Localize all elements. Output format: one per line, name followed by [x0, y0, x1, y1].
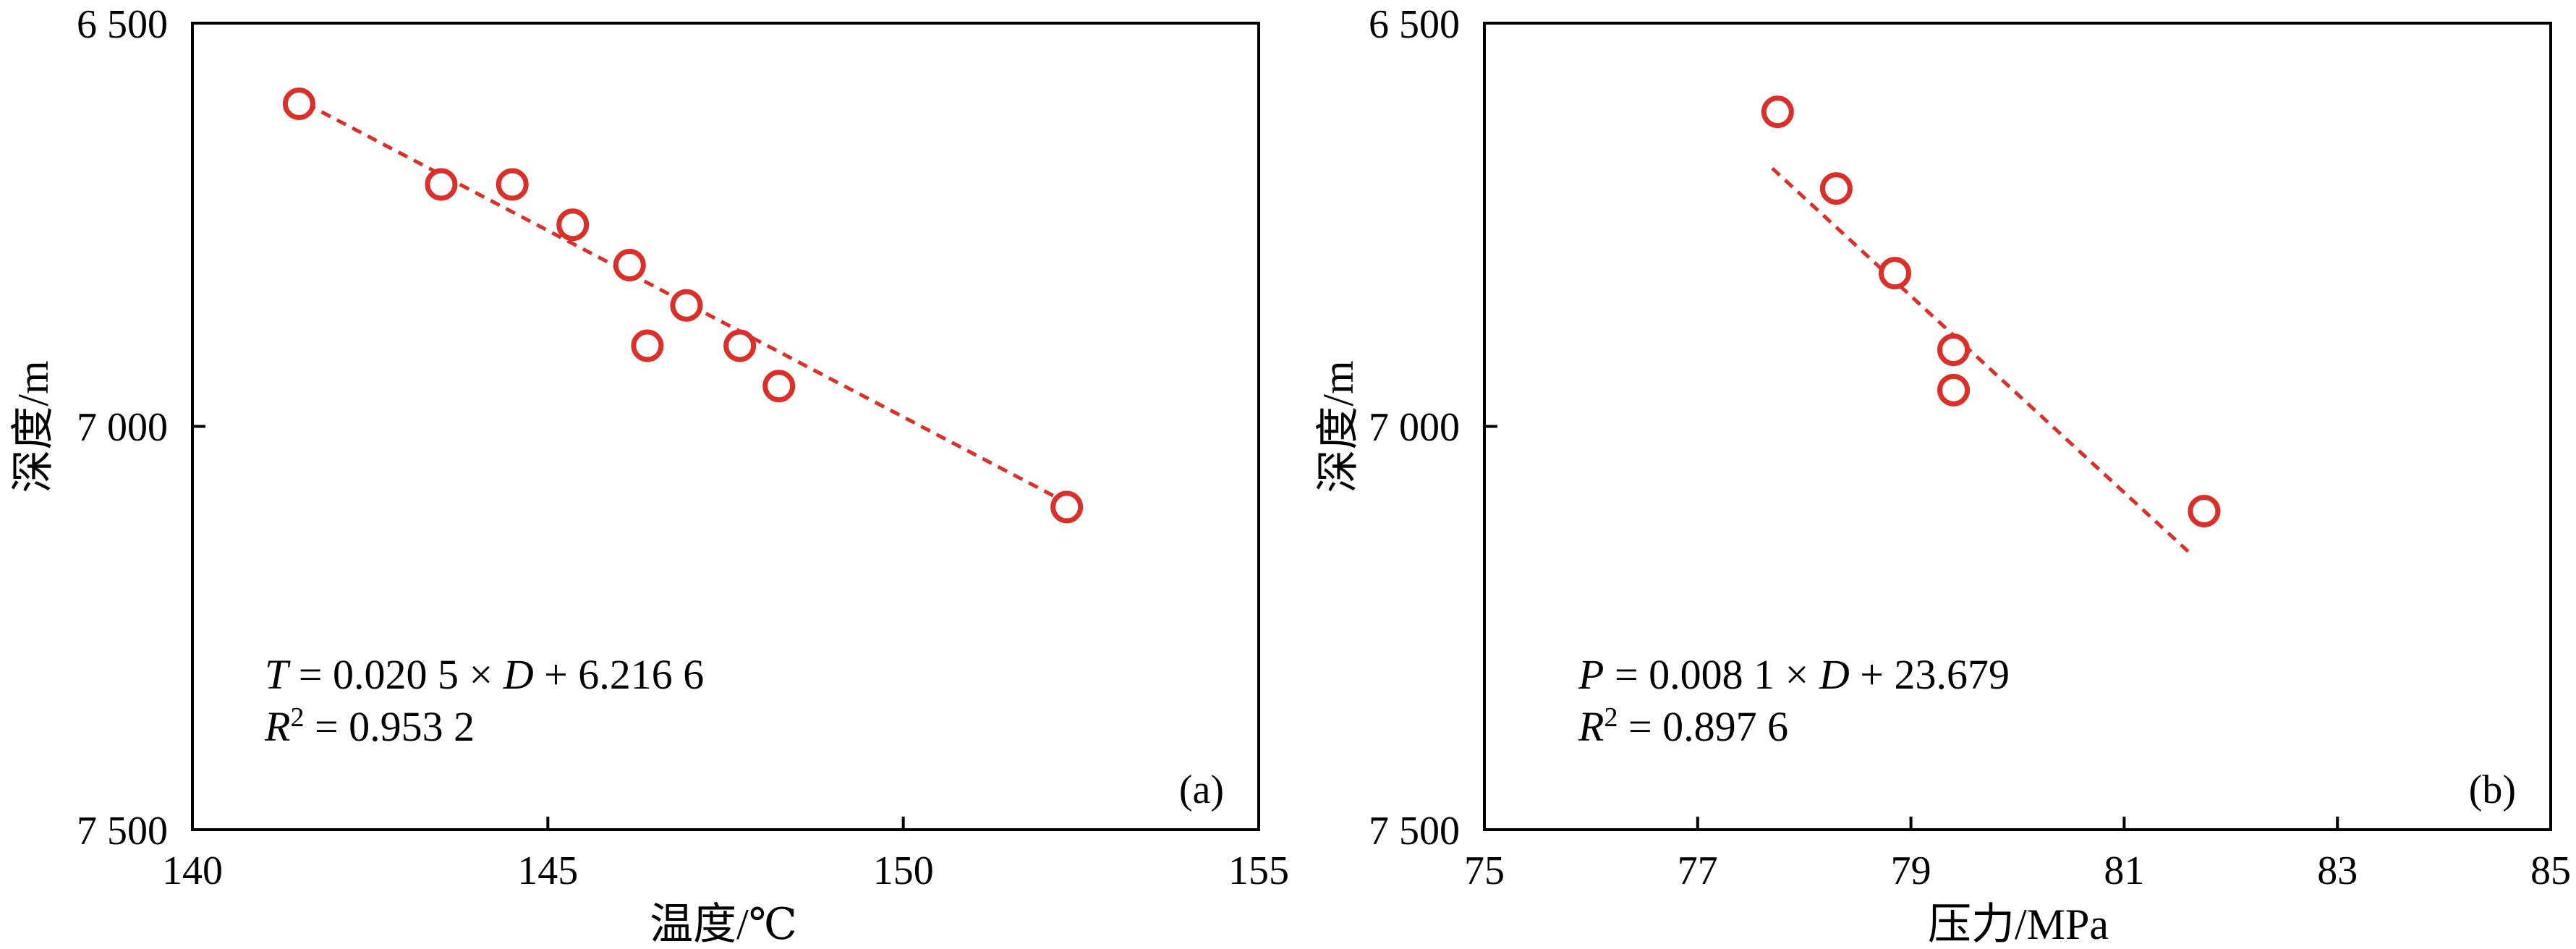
chart-a-equation-x-var: D: [503, 651, 534, 698]
chart-a-marks: [282, 88, 1084, 524]
chart-b-data-point: [2188, 495, 2221, 528]
chart-b-r-squared: R2 = 0.897 6: [1578, 702, 1788, 750]
chart-b-x-tick-label: 83: [2317, 848, 2358, 893]
chart-a-equation-rhs-a: = 0.020 5 ×: [288, 651, 503, 698]
chart-a-data-point: [1050, 490, 1084, 524]
chart-b-x-tick-label: 77: [1678, 848, 1718, 893]
chart-a-y-ticks: [192, 22, 205, 831]
chart-a-x-tick-label: 145: [517, 848, 578, 893]
chart-a-y-tick-label: 6 500: [77, 2, 168, 47]
chart-b-r2-var: R: [1578, 703, 1604, 750]
chart-b-r2-sup: 2: [1604, 702, 1618, 733]
chart-a-y-tick-label: 7 000: [77, 405, 168, 450]
chart-b-y-ticks: [1484, 22, 1497, 831]
chart-b-fit-line: [1771, 166, 2190, 553]
chart-a-data-point: [631, 329, 664, 362]
chart-a-r2-rhs: = 0.953 2: [304, 703, 475, 750]
chart-a-x-tick-label: 155: [1228, 848, 1289, 893]
chart-a-y-axis-title: 深度/m: [9, 360, 57, 493]
chart-b-marks: [1761, 95, 2221, 553]
chart-a-r-squared: R2 = 0.953 2: [264, 702, 475, 750]
chart-b-x-tick-label: 79: [1891, 848, 1931, 893]
chart-a-data-point: [556, 208, 590, 242]
chart-panel-b: 75 77 79 81 83 85 6 500 7 000 7 500 压力/M…: [1314, 2, 2571, 948]
chart-a-data-point: [425, 168, 458, 201]
chart-a-data-point: [613, 249, 646, 281]
chart-b-data-point: [1761, 95, 1794, 129]
chart-a-equation-var: T: [265, 651, 291, 698]
chart-a-panel-label: (a): [1179, 767, 1224, 812]
chart-a-x-axis-title: 温度/℃: [650, 901, 797, 948]
chart-b-y-tick-label: 6 500: [1369, 2, 1460, 47]
chart-b-y-tick-label: 7 500: [1369, 809, 1460, 854]
chart-b-panel-label: (b): [2469, 767, 2516, 812]
chart-b-y-tick-label: 7 000: [1369, 405, 1460, 450]
chart-a-y-tick-label: 7 500: [77, 809, 168, 854]
chart-b-y-axis-title: 深度/m: [1314, 360, 1362, 493]
chart-b-equation-rhs-b: + 23.679: [1850, 651, 2010, 698]
chart-panel-a: 140 145 150 155 6 500 7 000 7 500 温度/℃ 深…: [9, 2, 1289, 948]
chart-b-equation-var: P: [1578, 651, 1604, 698]
chart-b-x-tick-label: 85: [2530, 848, 2571, 893]
chart-a-fit-equation: T = 0.020 5 × D + 6.216 6: [265, 651, 704, 698]
chart-b-data-point: [1937, 333, 1971, 367]
chart-a-data-point: [723, 329, 757, 362]
chart-a-x-tick-label: 140: [162, 848, 223, 893]
chart-b-x-tick-label: 81: [2104, 848, 2144, 893]
chart-b-x-ticks: [1483, 817, 2552, 830]
chart-a-equation-rhs-b: + 6.216 6: [534, 651, 705, 698]
chart-a-x-tick-label: 150: [873, 848, 934, 893]
chart-a-data-point: [282, 88, 315, 120]
chart-a-data-point: [762, 370, 796, 403]
chart-a-r2-sup: 2: [290, 702, 304, 733]
chart-b-equation-rhs-a: = 0.008 1 ×: [1604, 651, 1819, 698]
chart-b-x-axis-title: 压力/MPa: [1928, 901, 2109, 948]
chart-b-data-point: [1878, 257, 1911, 290]
chart-b-equation-x-var: D: [1819, 651, 1850, 698]
chart-b-data-point: [1937, 373, 1971, 407]
chart-b-fit-equation: P = 0.008 1 × D + 23.679: [1578, 651, 2010, 698]
chart-a-r2-var: R: [264, 703, 290, 750]
chart-b-r2-rhs: = 0.897 6: [1618, 703, 1788, 750]
chart-b-x-tick-label: 75: [1464, 848, 1505, 893]
chart-a-data-point: [496, 168, 529, 201]
chart-b-data-point: [1819, 172, 1853, 205]
chart-a-data-point: [670, 289, 703, 322]
chart-a-x-ticks: [191, 817, 1260, 830]
